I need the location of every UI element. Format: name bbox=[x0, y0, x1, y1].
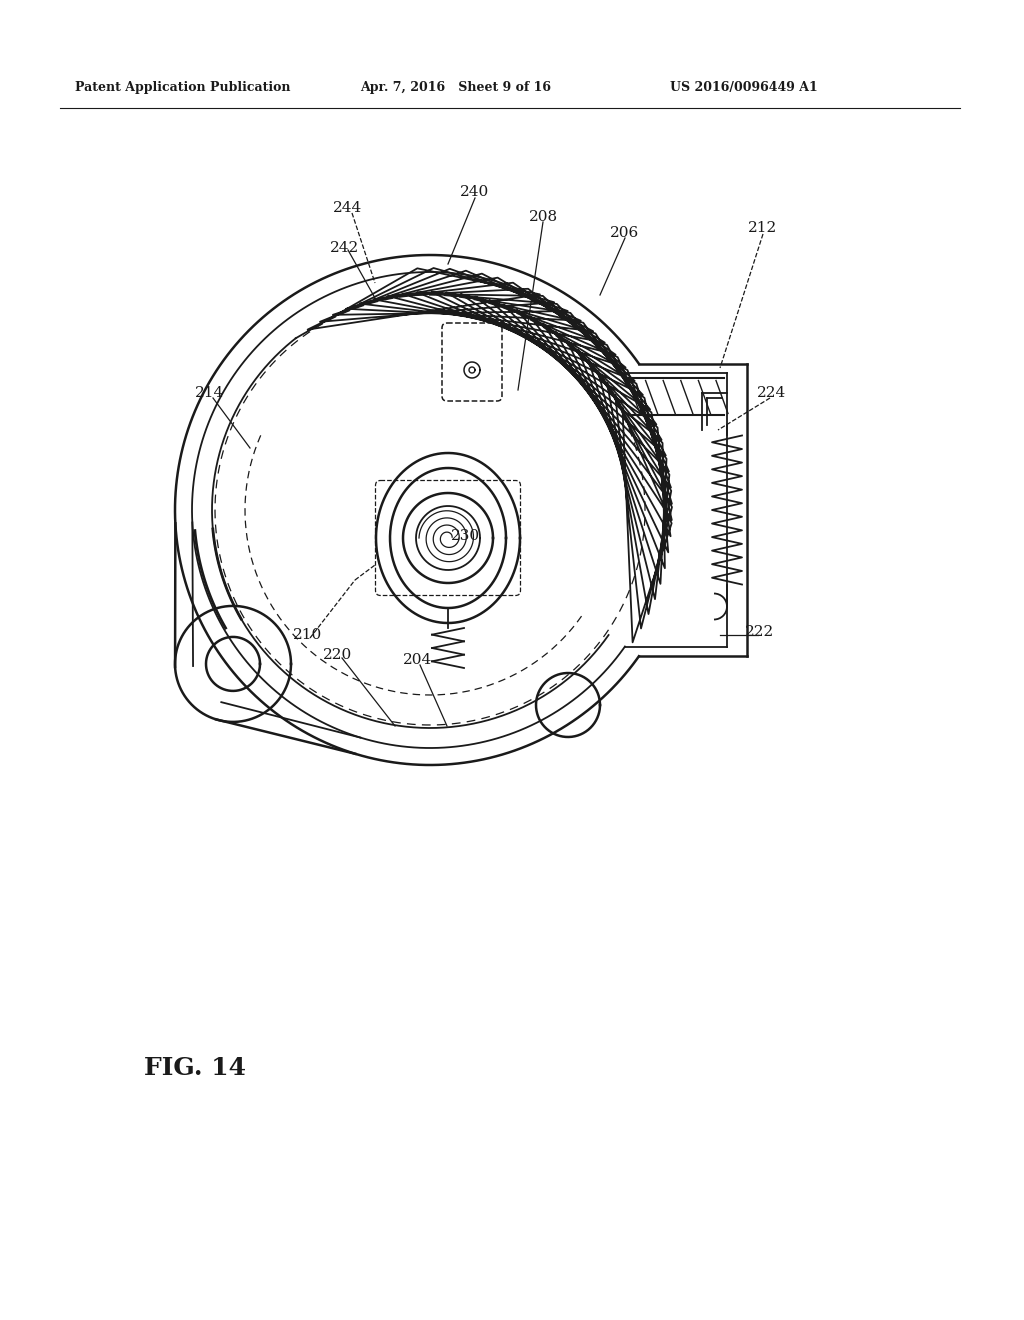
Text: 212: 212 bbox=[749, 220, 777, 235]
Text: 204: 204 bbox=[403, 653, 432, 667]
Text: 242: 242 bbox=[331, 242, 359, 255]
Text: 208: 208 bbox=[528, 210, 557, 224]
Text: US 2016/0096449 A1: US 2016/0096449 A1 bbox=[670, 82, 818, 95]
Text: 240: 240 bbox=[461, 185, 489, 199]
Text: 214: 214 bbox=[196, 385, 224, 400]
Text: 222: 222 bbox=[745, 624, 774, 639]
Text: 210: 210 bbox=[293, 628, 323, 642]
Text: Apr. 7, 2016   Sheet 9 of 16: Apr. 7, 2016 Sheet 9 of 16 bbox=[360, 82, 551, 95]
Text: Patent Application Publication: Patent Application Publication bbox=[75, 82, 291, 95]
Text: 230: 230 bbox=[452, 529, 480, 543]
Text: FIG. 14: FIG. 14 bbox=[144, 1056, 246, 1080]
Text: 206: 206 bbox=[610, 226, 640, 240]
Text: 224: 224 bbox=[758, 385, 786, 400]
Text: 244: 244 bbox=[334, 201, 362, 215]
Text: 220: 220 bbox=[324, 648, 352, 663]
